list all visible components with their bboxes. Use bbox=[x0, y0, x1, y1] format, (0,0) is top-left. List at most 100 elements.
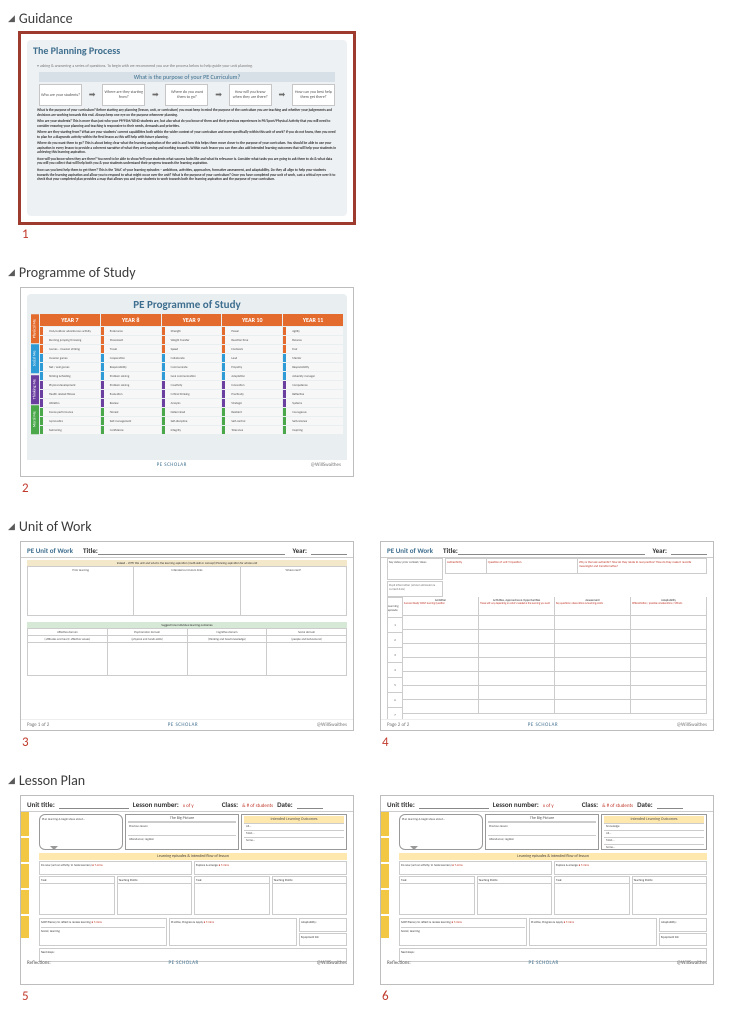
date-label: Date: bbox=[637, 800, 653, 809]
programme-row: GymnasticsSelf-managementSelf-discipline… bbox=[40, 417, 343, 425]
s4-rows bbox=[403, 616, 707, 714]
page-indicator: Page 1 of 2 bbox=[27, 722, 49, 728]
programme-grid: Physical MeSocial MeThinking MeMoral Me … bbox=[31, 314, 343, 434]
programme-cell: Striking & fielding bbox=[40, 372, 100, 380]
programme-cell: Travel bbox=[101, 345, 161, 353]
slide-number-4: 4 bbox=[382, 735, 714, 750]
lp-footer: Reflections: PE SCHOLAR @WillSwaithes bbox=[27, 960, 347, 966]
programme-cell: Self-management bbox=[101, 417, 161, 425]
uow-heading: PE Unit of Work bbox=[387, 546, 433, 555]
slide-6[interactable]: Unit title: Lesson number: x of y Class:… bbox=[380, 795, 714, 985]
practice-box: Practice, Progress & Apply ● T-mins bbox=[529, 918, 657, 946]
programme-cell: Net / wall games bbox=[40, 363, 100, 371]
purpose-band: What is the purpose of your PE Curriculu… bbox=[39, 72, 335, 82]
slide-1[interactable]: The Planning Process • asking & answerin… bbox=[20, 33, 354, 223]
t2-col-3: Social domain (people and behavioural) bbox=[267, 629, 346, 675]
big-picture-box: The Big Picture Previous lesson Attendan… bbox=[125, 814, 239, 850]
s4-data-row bbox=[403, 658, 707, 672]
section-header-lesson[interactable]: ◢ Lesson Plan bbox=[0, 772, 734, 789]
arrow-icon: ➡ bbox=[89, 90, 96, 100]
lesson-num-cell: 3 bbox=[387, 648, 403, 663]
slide-2-content: PE Programme of Study Physical MeSocial … bbox=[27, 294, 347, 470]
para-0: What is the purpose of your curriculum? … bbox=[37, 108, 337, 117]
programme-row: Dance performanceHonestDeterminedResilie… bbox=[40, 408, 343, 416]
s4-data-row bbox=[403, 672, 707, 686]
slide-2[interactable]: PE Programme of Study Physical MeSocial … bbox=[20, 287, 354, 477]
episodes-band: Learning episodes & intended flow of les… bbox=[399, 853, 707, 860]
t1-col-1: Intended curriculum links bbox=[134, 567, 240, 615]
slides-row-guidance: The Planning Process • asking & answerin… bbox=[0, 33, 734, 242]
s4-right-column: Authenticity Question of unit T-Question… bbox=[445, 558, 707, 597]
process-box-4: How will you know when they are there? bbox=[229, 84, 272, 106]
slide-number-3: 3 bbox=[22, 735, 354, 750]
process-box-1: Who are your students? bbox=[39, 84, 82, 106]
slide-4[interactable]: PE Unit of Work Title: Year: Key dates/ … bbox=[380, 541, 714, 731]
collapse-icon: ◢ bbox=[8, 521, 15, 532]
mid-col-left: Task: bbox=[39, 876, 115, 915]
programme-cell: Dance performance bbox=[40, 408, 100, 416]
section-lesson: ◢ Lesson Plan Unit title: Lesson number:… bbox=[0, 772, 734, 1004]
practice-box: Practice, Progress & Apply ● T-mins bbox=[169, 918, 297, 946]
section-label: Guidance bbox=[19, 10, 73, 27]
uow-year-field bbox=[311, 548, 347, 555]
lesson-number-value: x of y bbox=[183, 803, 194, 809]
programme-cell: Practically bbox=[222, 390, 282, 398]
slide-wrap-2: PE Programme of Study Physical MeSocial … bbox=[20, 287, 354, 496]
programme-cell: Cooperation bbox=[101, 354, 161, 362]
section-header-guidance[interactable]: ◢ Guidance bbox=[0, 10, 734, 27]
speech-bubble: Plan learning & begin ideas about... bbox=[39, 814, 123, 850]
programme-cell: Weight transfer bbox=[162, 336, 222, 344]
slide-5[interactable]: Unit title: Lesson number: x of y Class:… bbox=[20, 795, 354, 985]
slide-wrap-4: PE Unit of Work Title: Year: Key dates/ … bbox=[380, 541, 714, 750]
lp-head: Unit title: Lesson number: x of y Class:… bbox=[21, 796, 353, 812]
programme-row: Running jumping throwingMovementWeight t… bbox=[40, 336, 343, 344]
programme-cell: Balance bbox=[283, 336, 343, 344]
t2-col-2: Cognitive domain (thinking and head know… bbox=[188, 629, 268, 675]
programme-row: Invasion gamesCooperationCollaborateLead… bbox=[40, 354, 343, 362]
s4-data-row bbox=[403, 686, 707, 700]
explore-cell: Explore & emerge ● T-mins bbox=[194, 861, 347, 875]
lp-footer: Reflections: PE SCHOLAR @WillSwaithes bbox=[387, 960, 707, 966]
slide-number-1: 1 bbox=[22, 227, 354, 242]
lp-top-row: Plan learning & begin ideas about... The… bbox=[39, 814, 347, 850]
programme-cell: Courageous bbox=[283, 408, 343, 416]
unit-title-field bbox=[419, 802, 489, 809]
plenary-box: SAFE Plenary to reflect & review learnin… bbox=[39, 918, 167, 946]
year-head: YEAR 7 bbox=[40, 314, 100, 326]
domain-rail: Physical MeSocial MeThinking MeMoral Me bbox=[31, 314, 39, 434]
context-table: Prior learning Intended curriculum links… bbox=[27, 566, 347, 616]
programme-cell: Strategic bbox=[222, 399, 282, 407]
outcomes-table: Affective domain (attitudes and heart/ a… bbox=[27, 628, 347, 676]
handle-text: @WillSwaithes bbox=[317, 722, 347, 728]
lp-lower: SAFE Plenary to reflect & review learnin… bbox=[399, 918, 707, 946]
handle-text: @WillSwaithes bbox=[317, 960, 347, 966]
slides-row-programme: PE Programme of Study Physical MeSocial … bbox=[0, 287, 734, 496]
top-cell-2: Why is the task authentic? How do they r… bbox=[578, 558, 707, 574]
programme-row: Striking & fieldingProblem solvingGoal c… bbox=[40, 372, 343, 380]
unit-title-field bbox=[59, 802, 129, 809]
section-header-unit[interactable]: ◢ Unit of Work bbox=[0, 518, 734, 535]
collapse-icon: ◢ bbox=[8, 775, 15, 786]
s4-table: Learning episode1234567 AmbitionSuccess!… bbox=[387, 597, 707, 723]
process-boxes: Who are your students? ➡ Where are they … bbox=[39, 84, 335, 106]
process-box-5: How can you best help them get there? bbox=[292, 84, 335, 106]
slide-number-2: 2 bbox=[22, 481, 354, 496]
slide-3[interactable]: PE Unit of Work Title: Year: Indeed – WH… bbox=[20, 541, 354, 731]
programme-cell: Endurance bbox=[101, 327, 161, 335]
t2-col-1: Psychomotor domain (physical and hands s… bbox=[108, 629, 188, 675]
mid-col-left: Task: bbox=[399, 876, 475, 915]
section-label: Unit of Work bbox=[19, 518, 92, 535]
programme-cell: Inspiring bbox=[283, 426, 343, 434]
brand-text: PE SCHOLAR bbox=[528, 722, 558, 728]
programme-cell: OAA/outdoor adventurous activity bbox=[40, 327, 100, 335]
explore-cell: Explore & emerge ● T-mins bbox=[554, 861, 707, 875]
t1-col-2: Where next? bbox=[241, 567, 346, 615]
domain-rail-item: Moral Me bbox=[31, 405, 39, 434]
programme-row: Health related fitnessEvaluationCritical… bbox=[40, 390, 343, 398]
arrow-icon: ➡ bbox=[278, 90, 285, 100]
programme-cell: Reflective bbox=[283, 390, 343, 398]
programme-cell: Physical development bbox=[40, 381, 100, 389]
programme-cell: Critical thinking bbox=[162, 390, 222, 398]
section-header-programme[interactable]: ◢ Programme of Study bbox=[0, 264, 734, 281]
key-dates-box: Key dates/ prior context/ ideas bbox=[387, 558, 443, 580]
